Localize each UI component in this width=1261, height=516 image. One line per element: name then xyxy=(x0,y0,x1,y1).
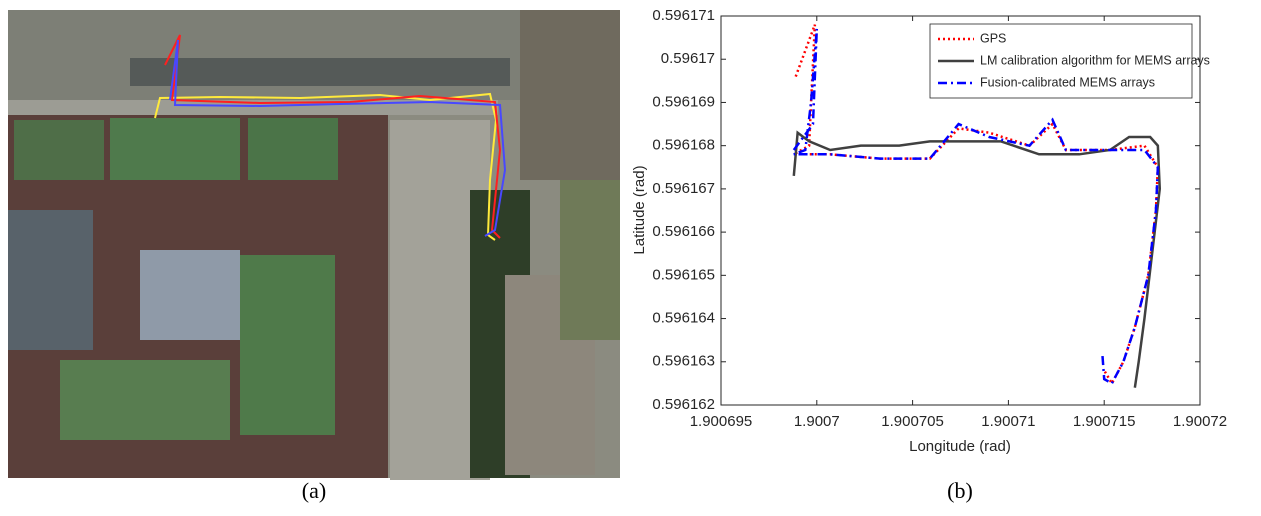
panel-label: (b) xyxy=(947,478,973,503)
y-tick-label: 0.59617 xyxy=(661,50,715,67)
y-tick-label: 0.596164 xyxy=(652,310,715,327)
y-tick-label: 0.596163 xyxy=(652,353,715,370)
y-tick-label: 0.596165 xyxy=(652,266,715,283)
y-tick-label: 0.596168 xyxy=(652,137,715,154)
aerial-image xyxy=(8,10,620,480)
legend-label: Fusion-calibrated MEMS arrays xyxy=(980,75,1155,89)
y-axis-label: Latitude (rad) xyxy=(631,165,648,254)
x-axis-label: Longitude (rad) xyxy=(909,438,1011,455)
x-tick-label: 1.900705 xyxy=(881,413,944,430)
y-tick-label: 0.596171 xyxy=(652,7,715,24)
x-tick-label: 1.90071 xyxy=(981,413,1035,430)
figure: (a) (b) Longitude (rad) Latitude (rad) 1… xyxy=(0,0,1261,511)
legend-label: LM calibration algorithm for MEMS arrays xyxy=(980,53,1210,67)
panel-label: (a) xyxy=(302,478,326,503)
y-tick-label: 0.596167 xyxy=(652,180,715,197)
y-tick-label: 0.596169 xyxy=(652,93,715,110)
x-tick-label: 1.900715 xyxy=(1073,413,1136,430)
x-tick-label: 1.9007 xyxy=(794,413,840,430)
x-tick-label: 1.90072 xyxy=(1173,413,1227,430)
y-tick-label: 0.596166 xyxy=(652,223,715,240)
legend-label: GPS xyxy=(980,31,1006,45)
x-tick-label: 1.900695 xyxy=(690,413,753,430)
y-tick-label: 0.596162 xyxy=(652,396,715,413)
